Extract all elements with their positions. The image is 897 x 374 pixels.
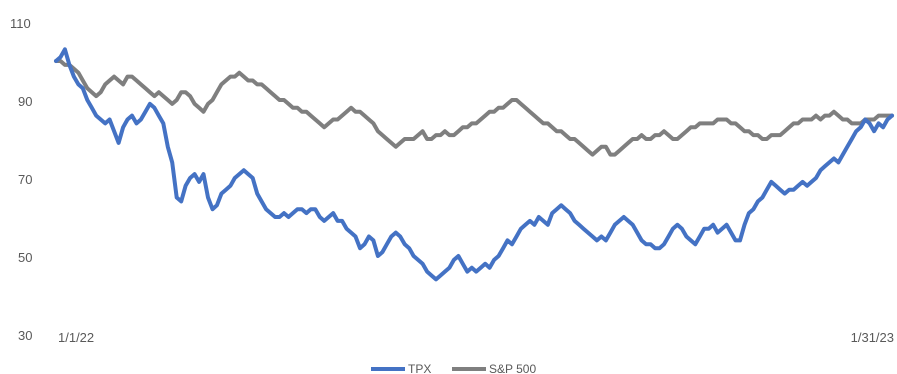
series-lines — [54, 47, 894, 282]
series-line-sp500 — [54, 59, 894, 157]
x-tick-label-end: 1/31/23 — [851, 330, 894, 345]
y-tick-label: 50 — [18, 250, 32, 265]
y-axis-labels: 110 90 70 50 30 — [10, 16, 32, 343]
series-line-tpx — [54, 47, 894, 282]
legend-label-tpx: TPX — [408, 362, 431, 374]
y-tick-label: 110 — [10, 16, 31, 31]
y-tick-label: 70 — [18, 172, 32, 187]
legend-label-sp500: S&P 500 — [489, 362, 536, 374]
y-tick-label: 30 — [18, 328, 32, 343]
y-tick-label: 90 — [18, 94, 32, 109]
legend: TPX S&P 500 — [371, 362, 536, 374]
x-axis-labels: 1/1/22 1/31/23 — [58, 330, 894, 345]
x-tick-label-start: 1/1/22 — [58, 330, 94, 345]
